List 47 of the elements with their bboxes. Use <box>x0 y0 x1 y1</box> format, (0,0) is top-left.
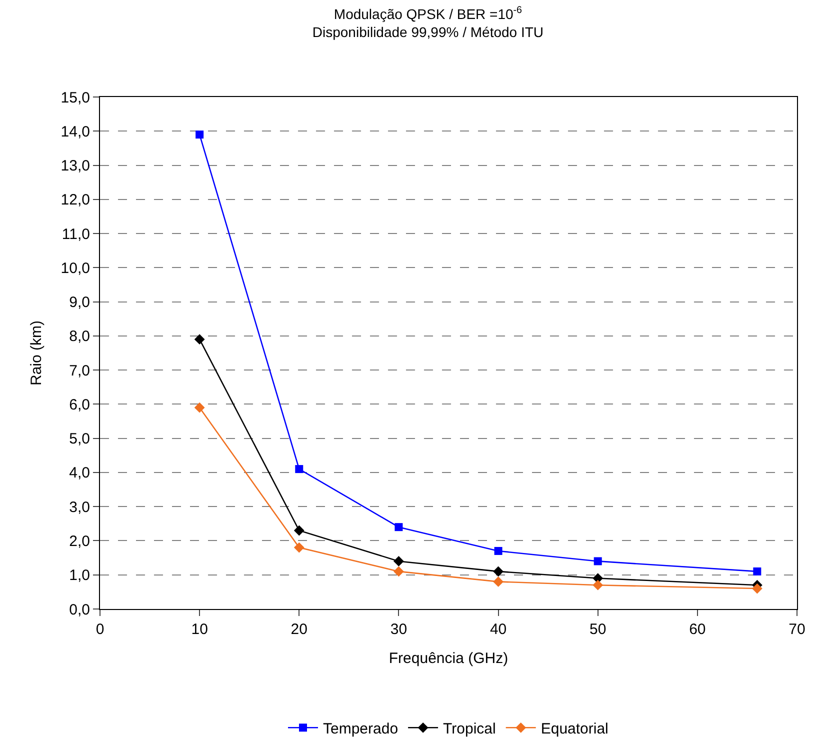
point <box>753 567 762 576</box>
y-tick-label: 14,0 <box>60 123 90 140</box>
chart-subtitle: Disponibilidade 99,99% / Método ITU <box>312 24 544 40</box>
y-tick-label: 15,0 <box>60 89 90 106</box>
y-tick-label: 4,0 <box>69 464 90 482</box>
y-tick-label: 13,0 <box>60 158 90 175</box>
legend-label: Temperado <box>323 720 398 738</box>
y-tick-label: 3,0 <box>69 498 90 516</box>
point <box>194 334 205 345</box>
x-tick-label: 40 <box>490 621 507 638</box>
y-tick-label: 5,0 <box>69 430 90 448</box>
legend-label: Equatorial <box>540 720 608 738</box>
y-tick-label: 11,0 <box>62 226 90 243</box>
x-tick-label: 50 <box>590 621 606 638</box>
x-tick-label: 70 <box>788 621 806 638</box>
point <box>752 583 762 594</box>
y-tick-label: 9,0 <box>69 294 90 312</box>
y-tick-label: 6,0 <box>69 396 90 414</box>
point <box>394 566 404 577</box>
point <box>594 557 602 566</box>
y-tick-label: 7,0 <box>69 362 90 380</box>
x-axis-title: Frequência (GHz) <box>388 650 508 667</box>
point <box>394 523 403 532</box>
y-tick-label: 10,0 <box>60 260 90 277</box>
x-tick-label: 30 <box>390 621 408 638</box>
x-tick-label: 20 <box>290 621 308 638</box>
point <box>196 130 204 139</box>
y-tick-label: 0,0 <box>69 601 90 618</box>
y-tick-label: 8,0 <box>69 328 90 346</box>
point <box>493 566 504 577</box>
chart-title: Modulação QPSK / BER =10$^{-6}$ <box>334 5 523 22</box>
point <box>294 542 304 553</box>
point <box>294 525 304 536</box>
point <box>494 546 502 555</box>
point <box>592 580 604 590</box>
y-tick-label: 12,0 <box>60 192 90 209</box>
y-axis-title: Raio (km) <box>28 320 46 386</box>
x-tick-label: 60 <box>689 621 706 638</box>
point <box>394 556 404 566</box>
point <box>493 576 504 587</box>
point <box>295 465 304 474</box>
y-tick-label: 2,0 <box>69 532 90 550</box>
point <box>194 402 205 413</box>
legend-label: Tropical <box>443 720 496 738</box>
x-tick-label: 0 <box>96 621 104 638</box>
y-tick-label: 1,0 <box>69 567 90 584</box>
x-tick-label: 10 <box>191 621 208 638</box>
